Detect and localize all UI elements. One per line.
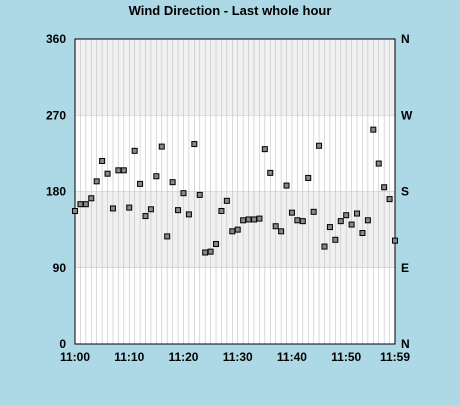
data-point bbox=[99, 158, 106, 164]
data-point bbox=[82, 201, 89, 208]
data-point bbox=[337, 218, 344, 225]
data-point bbox=[381, 184, 388, 191]
compass-tick-label: N bbox=[401, 32, 410, 46]
data-point bbox=[261, 146, 268, 153]
data-point bbox=[158, 143, 165, 150]
data-point bbox=[234, 226, 241, 233]
data-point bbox=[299, 218, 306, 225]
data-points bbox=[72, 126, 398, 256]
data-point bbox=[364, 217, 371, 224]
data-point bbox=[109, 205, 116, 212]
data-point bbox=[180, 190, 187, 197]
data-point bbox=[218, 207, 225, 214]
data-point bbox=[343, 212, 350, 219]
data-point bbox=[278, 228, 285, 235]
y-tick-label: 0 bbox=[59, 337, 66, 351]
compass-tick-label: W bbox=[401, 108, 413, 122]
x-tick-label: 11:59 bbox=[380, 350, 410, 364]
x-tick-label: 11:20 bbox=[168, 350, 198, 364]
data-point bbox=[348, 221, 355, 228]
plot-border bbox=[74, 38, 396, 345]
data-point bbox=[354, 210, 361, 217]
data-point bbox=[131, 147, 138, 154]
grid-lines bbox=[75, 39, 395, 344]
data-point bbox=[77, 201, 84, 208]
data-point bbox=[88, 195, 95, 202]
y-tick-label: 90 bbox=[53, 261, 67, 275]
data-point bbox=[392, 237, 398, 244]
data-point bbox=[153, 173, 160, 180]
x-tick-label: 11:40 bbox=[277, 350, 307, 364]
data-point bbox=[104, 170, 111, 177]
data-point bbox=[142, 213, 149, 220]
y-axis-left-labels: 0 90 180 270 360 bbox=[46, 32, 66, 351]
data-point bbox=[310, 208, 317, 215]
data-point bbox=[120, 167, 127, 174]
x-tick-label: 11:00 bbox=[60, 350, 90, 364]
data-point bbox=[245, 216, 252, 223]
y-tick-label: 270 bbox=[46, 108, 66, 122]
data-point bbox=[272, 223, 279, 230]
data-point bbox=[191, 141, 198, 148]
compass-tick-label: S bbox=[401, 185, 409, 199]
data-point bbox=[267, 169, 274, 176]
data-point bbox=[223, 197, 230, 204]
data-point bbox=[229, 228, 236, 235]
x-tick-label: 11:10 bbox=[114, 350, 144, 364]
data-point bbox=[305, 174, 312, 181]
data-point bbox=[72, 207, 78, 214]
data-point bbox=[332, 236, 339, 243]
y-tick-label: 360 bbox=[46, 32, 66, 46]
compass-tick-label: E bbox=[401, 261, 409, 275]
chart-title: Wind Direction - Last whole hour bbox=[129, 3, 332, 18]
data-point bbox=[147, 206, 154, 213]
data-point bbox=[164, 233, 171, 240]
data-point bbox=[202, 249, 209, 256]
y-tick-label: 180 bbox=[46, 185, 66, 199]
x-tick-label: 11:50 bbox=[331, 350, 361, 364]
data-point bbox=[375, 160, 382, 167]
data-point bbox=[126, 204, 133, 211]
data-point bbox=[370, 126, 377, 133]
data-point bbox=[115, 167, 122, 174]
data-point bbox=[294, 217, 301, 224]
data-point bbox=[240, 217, 247, 224]
data-point bbox=[137, 180, 144, 187]
data-point bbox=[207, 248, 214, 255]
data-point bbox=[321, 243, 328, 250]
x-axis-labels: 11:00 11:10 11:20 11:30 11:40 11:50 11:59 bbox=[60, 350, 410, 364]
shaded-band-1 bbox=[75, 39, 395, 116]
data-point bbox=[256, 215, 263, 222]
compass-tick-label: N bbox=[401, 337, 410, 351]
x-tick-label: 11:30 bbox=[223, 350, 253, 364]
data-point bbox=[250, 216, 257, 223]
y-axis-right-labels: N E S W N bbox=[401, 32, 413, 351]
data-point bbox=[175, 207, 182, 214]
data-point bbox=[316, 142, 323, 149]
data-point bbox=[283, 182, 290, 189]
data-point bbox=[185, 211, 192, 218]
data-point bbox=[213, 241, 220, 248]
data-point bbox=[93, 178, 100, 185]
data-point bbox=[386, 196, 393, 203]
data-point bbox=[359, 230, 366, 237]
data-point bbox=[169, 179, 176, 186]
data-point bbox=[196, 191, 203, 198]
data-point bbox=[288, 209, 295, 216]
data-point bbox=[326, 224, 333, 231]
